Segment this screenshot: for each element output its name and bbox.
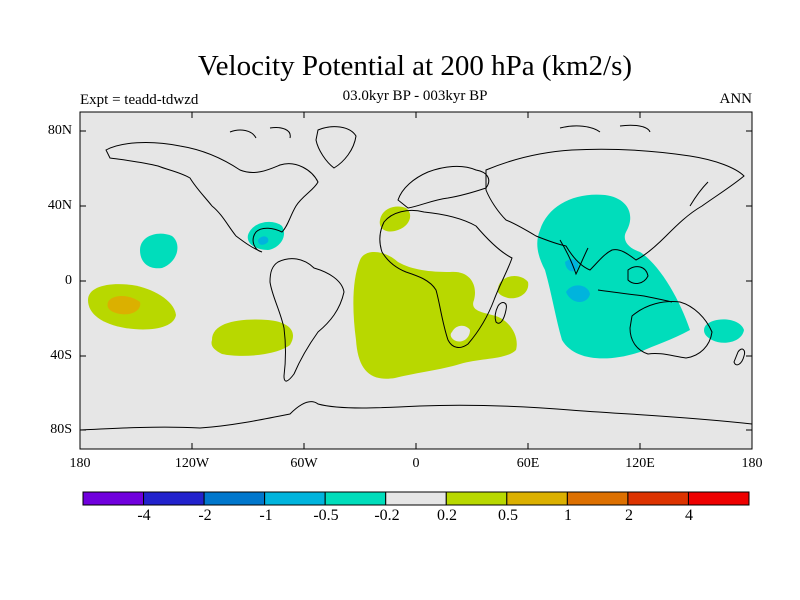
- colorbar-cell: [324, 491, 387, 506]
- colorbar-cell: [203, 491, 266, 506]
- coastline-greenland: [315, 126, 357, 169]
- y-tick-label-80n: 80N: [47, 123, 72, 138]
- colorbar-cell: [506, 491, 568, 506]
- colorbar: [82, 491, 750, 506]
- colorbar-label: -2: [198, 507, 212, 524]
- x-tick-label-60e: 60E: [516, 456, 540, 471]
- colorbar-label: -1: [259, 507, 273, 524]
- positive-region-north-africa: [379, 206, 411, 232]
- coastline-japan: [689, 181, 709, 207]
- coastline-arctic-islands: [229, 124, 651, 139]
- y-tick-label-80s: 80S: [50, 422, 72, 437]
- colorbar-label: 0.5: [498, 507, 518, 524]
- y-tick-label-40s: 40S: [50, 348, 72, 363]
- colorbar-cell: [143, 491, 205, 506]
- coastline-indonesia: [597, 289, 673, 303]
- map-subtitle: 03.0kyr BP - 003kyr BP: [342, 88, 488, 104]
- positive-region-south-pacific: [211, 319, 294, 356]
- negative-region-coral-sea: [704, 319, 744, 343]
- neutral-hole-southern-africa: [450, 325, 470, 342]
- colorbar-cell: [687, 491, 750, 506]
- negative-region-pacific: [140, 233, 178, 269]
- colorbar-label: 4: [685, 507, 693, 524]
- y-tick-label-40n: 40N: [47, 198, 72, 213]
- coastline-north-america: [105, 142, 319, 253]
- negative-core-india: [565, 259, 579, 272]
- y-tick-marks: [80, 130, 752, 431]
- season-label: ANN: [719, 91, 753, 107]
- x-tick-marks: [191, 112, 641, 449]
- positive-region-africa-atlantic: [353, 251, 517, 379]
- coastline-india: [559, 239, 589, 276]
- colorbar-cell: [385, 491, 447, 506]
- y-tick-label-0: 0: [65, 273, 72, 288]
- coastline-australia: [629, 301, 713, 359]
- map-title: Velocity Potential at 200 hPa (km2/s): [197, 50, 633, 82]
- colorbar-label: 0.2: [437, 507, 457, 524]
- negative-core-caribbean: [258, 236, 269, 245]
- coastline-south-america: [269, 258, 345, 382]
- x-tick-label-60w: 60W: [290, 456, 318, 471]
- x-tick-label-120w: 120W: [174, 456, 210, 471]
- x-tick-label-180e: 180: [741, 456, 763, 471]
- x-tick-label-0: 0: [412, 456, 420, 471]
- colorbar-cell: [445, 491, 508, 506]
- coastline-antarctica: [79, 401, 753, 431]
- anomaly-fills: [88, 194, 744, 379]
- negative-region-indian-ocean: [537, 194, 690, 359]
- coastline-europe: [397, 165, 490, 209]
- coastlines: [79, 124, 753, 431]
- experiment-label: Expt = teadd-tdwzd: [80, 92, 199, 108]
- negative-core-indian-ocean: [566, 285, 590, 302]
- x-tick-label-120e: 120E: [625, 456, 655, 471]
- positive-core-central-pacific: [107, 296, 141, 315]
- colorbar-cell: [82, 491, 145, 506]
- colorbar-cell: [264, 491, 326, 506]
- colorbar-label: 1: [564, 507, 572, 524]
- coastline-asia: [485, 148, 745, 271]
- positive-region-indian-west: [497, 276, 529, 299]
- colorbar-label: -0.2: [374, 507, 400, 524]
- coastline-new-zealand: [733, 348, 745, 366]
- colorbar-cell: [566, 491, 629, 506]
- coastline-madagascar: [494, 302, 507, 324]
- coastline-africa: [379, 209, 513, 348]
- colorbar-label: -4: [137, 507, 151, 524]
- x-tick-label-180w: 180: [69, 456, 91, 471]
- colorbar-cell: [627, 491, 689, 506]
- colorbar-label: -0.5: [313, 507, 339, 524]
- coastline-borneo: [627, 266, 649, 284]
- colorbar-label: 2: [625, 507, 633, 524]
